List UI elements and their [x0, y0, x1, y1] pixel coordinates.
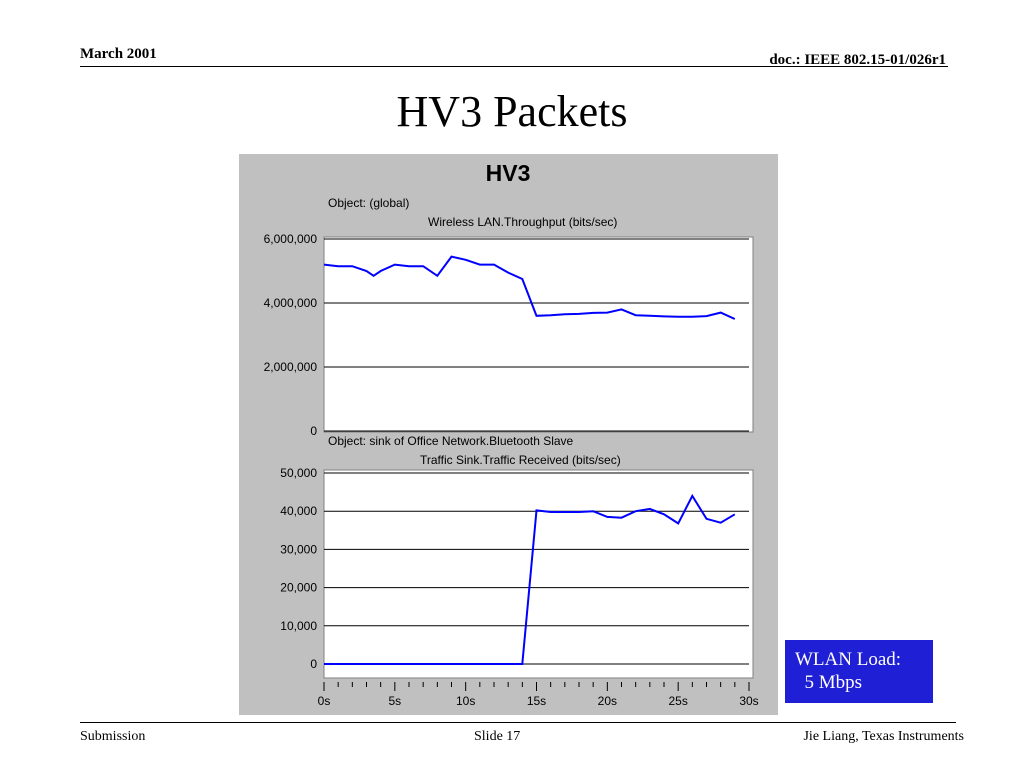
wlan-load-callout: WLAN Load: 5 Mbps	[785, 640, 933, 703]
bottom-plot-area	[323, 469, 754, 679]
y-tick-label: 10,000	[280, 619, 317, 633]
header-rule	[80, 66, 948, 67]
y-tick-label: 50,000	[280, 466, 317, 480]
wlan-load-value: 5 Mbps	[795, 672, 863, 693]
y-tick-label: 2,000,000	[264, 360, 318, 374]
chart-title: HV3	[486, 160, 531, 186]
top-chart-series-line	[323, 255, 736, 320]
top-chart-grid	[324, 238, 749, 432]
y-tick-label: 0	[310, 657, 317, 671]
x-tick-label: 15s	[527, 694, 546, 708]
x-tick-label: 5s	[388, 694, 401, 708]
y-tick-label: 30,000	[280, 542, 317, 556]
top-plot-area	[323, 236, 754, 433]
bottom-chart-ylabel: Traffic Sink.Traffic Received (bits/sec)	[420, 453, 621, 467]
chart-svg: HV3 Object: (global) Wireless LAN.Throug…	[264, 160, 759, 708]
x-tick-label: 10s	[456, 694, 475, 708]
top-chart-ylabel: Wireless LAN.Throughput (bits/sec)	[428, 215, 617, 229]
bottom-chart-object-label: Object: sink of Office Network.Bluetooth…	[328, 434, 574, 448]
x-tick-label: 25s	[668, 694, 687, 708]
y-tick-label: 20,000	[280, 581, 317, 595]
y-tick-label: 6,000,000	[264, 232, 318, 246]
wlan-load-label: WLAN Load:	[795, 649, 902, 670]
y-tick-label: 40,000	[280, 504, 317, 518]
footer-rule	[80, 722, 956, 723]
footer-author: Jie Liang, Texas Instruments	[803, 729, 964, 744]
chart-panel: HV3 Object: (global) Wireless LAN.Throug…	[239, 154, 778, 715]
slide-title: HV3 Packets	[396, 87, 628, 136]
x-tick-label: 20s	[598, 694, 617, 708]
x-tick-label: 30s	[739, 694, 758, 708]
footer-slide-number: Slide 17	[474, 729, 521, 744]
bottom-chart-y-ticks: 0 10,000 20,000 30,000 40,000 50,000	[280, 466, 317, 671]
top-chart-y-ticks: 0 2,000,000 4,000,000 6,000,000	[264, 232, 318, 438]
x-tick-label: 0s	[318, 694, 331, 708]
header-doc-id: doc.: IEEE 802.15-01/026r1	[769, 52, 946, 68]
y-tick-label: 0	[310, 424, 317, 438]
bottom-chart-x-ticks: 0s 5s 10s 15s 20s 25s 30s	[318, 682, 759, 708]
y-tick-label: 4,000,000	[264, 296, 318, 310]
bottom-chart-series-line	[324, 493, 736, 665]
footer-submission: Submission	[80, 729, 146, 744]
header-date: March 2001	[80, 46, 157, 62]
top-chart-object-label: Object: (global)	[328, 196, 409, 210]
